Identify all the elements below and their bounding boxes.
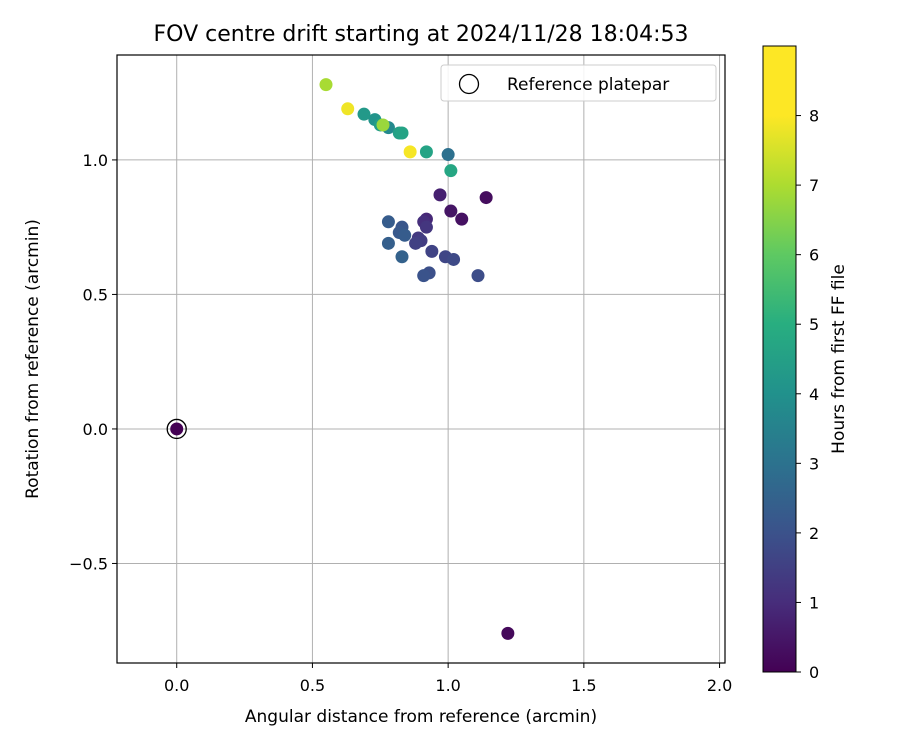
scatter-point <box>395 126 409 140</box>
y-axis-ticks: −0.5 0.0 0.5 1.0 <box>69 151 117 573</box>
scatter-point <box>479 191 493 205</box>
chart-title: FOV centre drift starting at 2024/11/28 … <box>154 22 689 47</box>
legend-entry-reference: Reference platepar <box>507 75 669 95</box>
colorbar-tick-label: 7 <box>809 176 819 195</box>
x-tick-label: 1.5 <box>571 676 596 695</box>
colorbar-tick-label: 1 <box>809 593 819 612</box>
scatter-point <box>357 107 371 121</box>
y-tick-label: 0.5 <box>83 285 108 304</box>
colorbar-ticks: 0 1 2 3 4 5 6 7 8 <box>796 107 819 682</box>
grid-lines <box>117 55 725 663</box>
scatter-point <box>433 188 447 202</box>
scatter-point <box>471 269 485 283</box>
scatter-point <box>441 148 455 162</box>
y-tick-label: 0.0 <box>83 420 108 439</box>
scatter-point <box>398 228 412 242</box>
scatter-point <box>403 145 417 159</box>
y-axis-label: Rotation from reference (arcmin) <box>23 219 43 499</box>
scatter-point <box>319 78 333 92</box>
x-axis-ticks: 0.0 0.5 1.0 1.5 2.0 <box>164 663 732 695</box>
scatter-point <box>417 269 431 283</box>
scatter-point <box>381 236 395 250</box>
scatter-point <box>444 164 458 178</box>
x-axis-label: Angular distance from reference (arcmin) <box>245 707 597 727</box>
colorbar <box>762 45 797 673</box>
scatter-point <box>409 236 423 250</box>
colorbar-tick-label: 2 <box>809 524 819 543</box>
scatter-point <box>341 102 355 116</box>
colorbar-tick-label: 6 <box>809 246 819 265</box>
data-points <box>166 78 515 640</box>
scatter-point <box>381 215 395 229</box>
colorbar-tick-label: 4 <box>809 385 819 404</box>
legend: Reference platepar <box>440 64 717 102</box>
reference-marker-ring <box>166 418 187 440</box>
scatter-point <box>447 252 461 266</box>
colorbar-tick-label: 3 <box>809 454 819 473</box>
reference-point <box>170 422 184 436</box>
colorbar-tick-label: 0 <box>809 663 819 682</box>
colorbar-label: Hours from first FF file <box>829 264 849 454</box>
scatter-point <box>419 145 433 159</box>
scatter-point <box>444 204 458 218</box>
y-tick-label: −0.5 <box>69 554 108 573</box>
scatter-point <box>395 250 409 264</box>
y-tick-label: 1.0 <box>83 151 108 170</box>
x-tick-label: 0.5 <box>300 676 325 695</box>
x-tick-label: 0.0 <box>164 676 189 695</box>
x-tick-label: 1.0 <box>435 676 460 695</box>
scatter-point <box>376 118 390 132</box>
scatter-point <box>501 626 515 640</box>
scatter-point <box>455 212 469 226</box>
colorbar-tick-label: 5 <box>809 315 819 334</box>
scatter-point <box>425 244 439 258</box>
scatter-point <box>419 220 433 234</box>
legend-box <box>440 64 717 102</box>
colorbar-tick-label: 8 <box>809 107 819 126</box>
legend-reference-marker <box>458 73 480 95</box>
x-tick-label: 2.0 <box>707 676 732 695</box>
plot-frame <box>116 54 726 664</box>
